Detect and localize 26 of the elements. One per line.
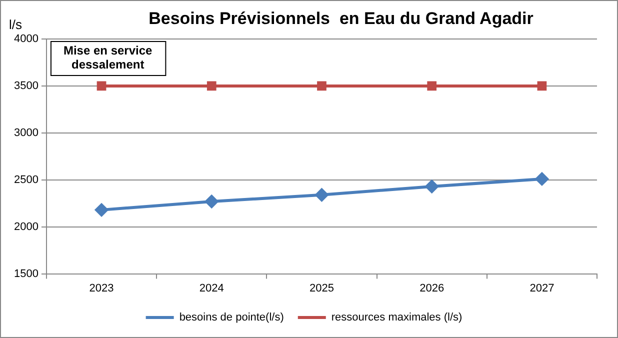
y-tick-label: 1500: [14, 268, 38, 280]
y-tick-label: 2000: [14, 220, 38, 233]
point: [535, 172, 548, 186]
y-axis-title: l/s: [9, 17, 22, 32]
x-tick-label: 2023: [89, 282, 114, 294]
x-tick-label: 2025: [309, 282, 334, 294]
point: [96, 81, 106, 91]
point: [95, 203, 108, 216]
x-tick-label: 2026: [420, 282, 444, 294]
point: [425, 180, 438, 193]
y-tick-label: 3000: [14, 126, 38, 139]
y-tick-label: 3500: [14, 80, 38, 92]
point: [317, 81, 326, 91]
legend-label: ressources maximales (l/s): [331, 312, 462, 324]
x-tick-label: 2024: [199, 282, 224, 294]
legend-label: besoins de pointe(l/s): [179, 312, 284, 324]
y-tick-label: 2500: [14, 174, 38, 186]
point: [206, 81, 216, 91]
point: [205, 194, 218, 208]
annotation: Mise en service dessalement: [63, 43, 153, 72]
x-tick-label: 2027: [530, 282, 554, 294]
chart-title: Besoins Prévisionnels en Eau du Grand Agadir: [148, 9, 534, 28]
point: [315, 188, 328, 202]
point: [427, 81, 437, 91]
point: [537, 81, 547, 91]
y-tick-label: 4000: [14, 33, 38, 46]
